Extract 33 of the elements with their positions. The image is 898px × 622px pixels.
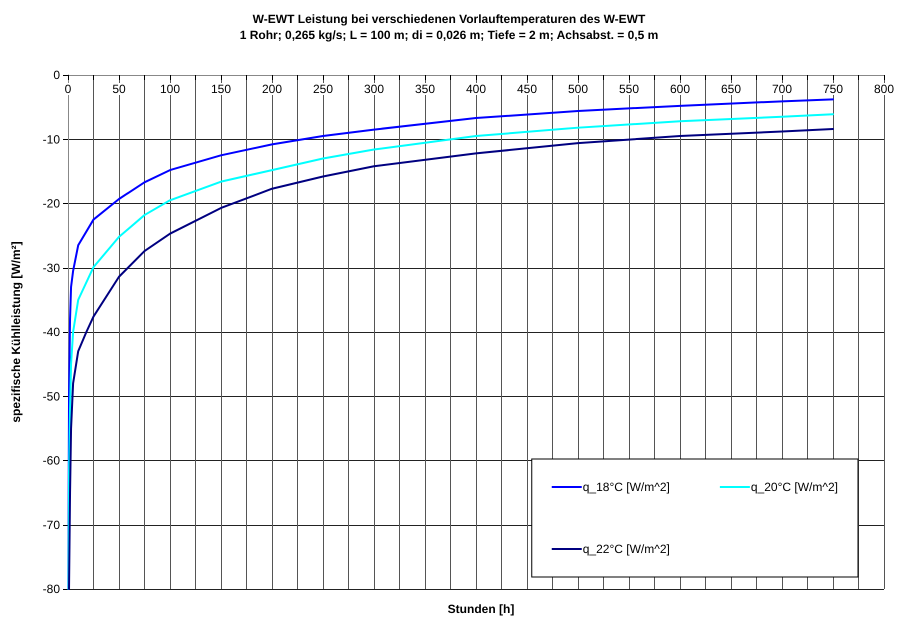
y-tick-label: -80 [42,582,60,596]
y-tick-label: -40 [42,325,60,339]
legend-label: q_18°C [W/m^2] [582,480,670,494]
x-tick-label: 400 [466,82,486,96]
x-tick-label: 250 [312,82,334,96]
x-tick-label: 50 [112,82,126,96]
x-tick-label: 350 [414,82,436,96]
y-axis-title: spezifische Kühlleistung [W/m²] [9,241,23,423]
legend-label: q_22°C [W/m^2] [582,542,670,556]
x-tick-label: 450 [516,82,538,96]
x-tick-label: 800 [874,82,894,96]
y-tick-label: -30 [42,260,60,275]
y-tick-label: -60 [42,454,60,468]
x-tick-label: 150 [210,82,232,96]
x-tick-label: 600 [670,82,690,96]
x-tick-label: 0 [64,82,72,96]
x-tick-label: 500 [568,82,588,96]
x-axis-title: Stunden [h] [448,602,514,616]
y-tick-label: -70 [42,518,60,532]
chart-title: W-EWT Leistung bei verschiedenen Vorlauftemperaturen des W-EWT [252,12,646,26]
x-tick-label: 100 [160,82,180,96]
x-tick-label: 650 [720,82,742,96]
x-tick-label: 300 [364,82,384,96]
x-tick-label: 700 [772,82,792,96]
x-tick-label: 200 [262,82,282,96]
y-tick-label: -20 [42,196,60,210]
legend-label: q_20°C [W/m^2] [750,480,838,494]
y-tick-label: -50 [42,389,60,404]
x-tick-label: 550 [618,82,640,96]
y-tick-label: -10 [42,132,60,146]
chart-subtitle: 1 Rohr; 0,265 kg/s; L = 100 m; di = 0,026 m; Tiefe = 2 m; Achsabst. = 0,5 m [240,28,658,42]
y-tick-label: 0 [53,68,60,82]
x-tick-label: 750 [822,82,844,96]
